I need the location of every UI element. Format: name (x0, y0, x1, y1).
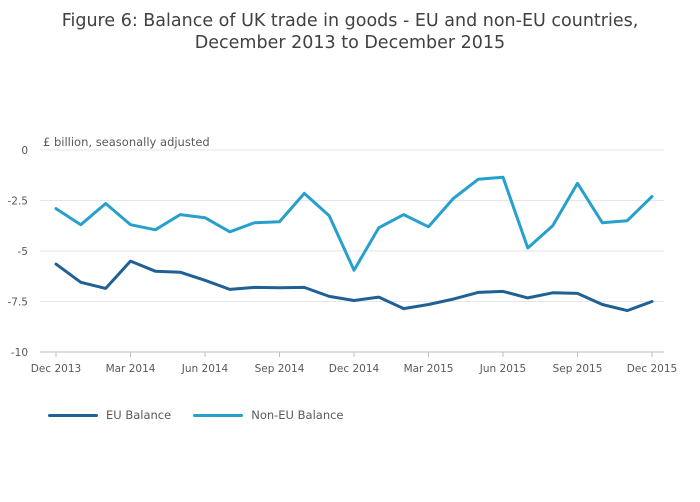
gridlines (40, 149, 664, 353)
x-tick-label: Dec 2014 (329, 363, 380, 375)
legend-item: EU Balance (48, 408, 171, 422)
legend-swatch (193, 413, 244, 417)
legend: EU Balance Non-EU Balance (48, 408, 344, 422)
y-tick-label: 0 (21, 145, 28, 157)
x-tick-label: Jun 2015 (479, 363, 526, 375)
series-line-non-eu-balance (54, 175, 654, 272)
chart-title: Figure 6: Balance of UK trade in goods -… (0, 10, 700, 54)
legend-item: Non-EU Balance (193, 408, 344, 422)
x-tick-label: Dec 2013 (31, 363, 81, 375)
chart-title-line-1: Figure 6: Balance of UK trade in goods -… (61, 11, 639, 31)
legend-label: Non-EU Balance (251, 408, 344, 422)
x-tick-label: Jun 2014 (181, 363, 229, 375)
plot-area: 0 -2.5 -5 -7.5 -10 Dec 2013 Mar 2014 Jun 2014 S… (8, 145, 678, 375)
x-tick-label: Mar 2014 (106, 363, 156, 375)
y-axis-ticks: 0 -2.5 -5 -7.5 -10 (8, 145, 29, 359)
x-tick-label: Dec 2015 (627, 363, 677, 375)
x-axis-ticks: Dec 2013 Mar 2014 Jun 2014 Sep 2014 Dec 2014… (31, 352, 677, 375)
series-lines (54, 175, 654, 313)
legend-swatch (48, 413, 98, 417)
legend-label: EU Balance (106, 408, 172, 422)
chart-title-line-2: December 2013 to December 2015 (194, 33, 506, 53)
y-tick-label: -2.5 (8, 196, 29, 208)
x-tick-label: Mar 2015 (404, 363, 454, 375)
x-tick-label: Sep 2015 (553, 363, 603, 375)
y-tick-label: -7.5 (8, 297, 29, 309)
series-line-eu-balance (54, 259, 654, 313)
y-tick-label: -5 (18, 246, 28, 258)
y-tick-label: -10 (11, 347, 28, 359)
y-axis-label: £ billion, seasonally adjusted (43, 135, 210, 149)
x-tick-label: Sep 2014 (255, 363, 305, 375)
